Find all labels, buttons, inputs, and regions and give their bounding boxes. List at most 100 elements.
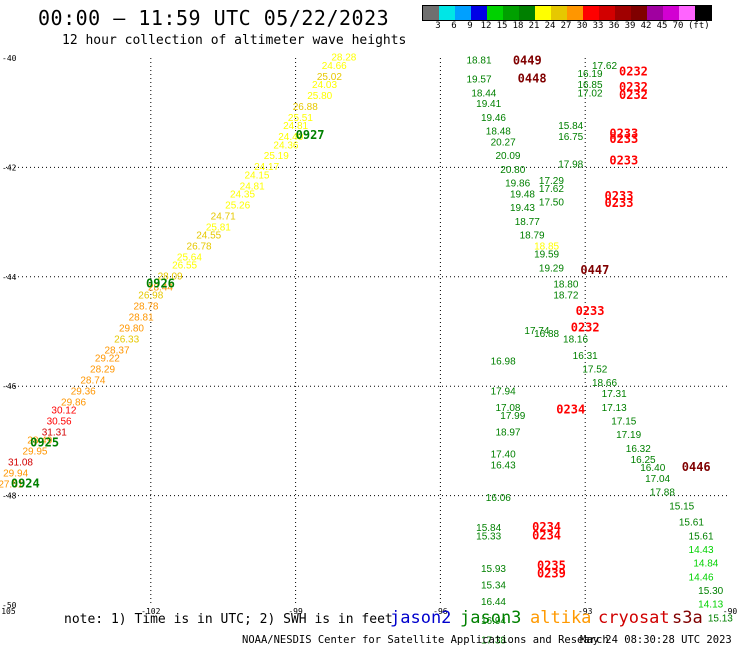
color-swatch bbox=[695, 6, 711, 20]
swh-point-label: 26.33 bbox=[114, 334, 139, 345]
swh-point-label: 16.85 bbox=[578, 80, 603, 91]
color-scale-bar bbox=[422, 5, 712, 21]
swh-point-label: 16.40 bbox=[640, 463, 665, 474]
swh-point-label: 28.28 bbox=[331, 53, 356, 64]
swh-point-label: 15.61 bbox=[679, 518, 704, 529]
swh-point-label: 17.29 bbox=[539, 176, 564, 187]
swh-point-label: 17.98 bbox=[558, 159, 583, 170]
swh-point-label: 16.98 bbox=[491, 356, 516, 367]
swh-point-label: 19.86 bbox=[505, 179, 530, 190]
swh-point-label: 15.13 bbox=[708, 613, 733, 624]
color-swatch bbox=[663, 6, 679, 20]
swh-point-label: 24.36 bbox=[273, 140, 298, 151]
swh-point-label: 19.29 bbox=[539, 263, 564, 274]
swh-point-label: 17.13 bbox=[602, 403, 627, 414]
swh-point-label: 15.84 bbox=[476, 523, 501, 534]
swh-point-label: 15.33 bbox=[476, 531, 501, 542]
time-label: 0234 bbox=[532, 528, 561, 542]
swh-point-label: 28.37 bbox=[104, 345, 129, 356]
swh-point-label: 27.51 bbox=[0, 479, 24, 490]
color-swatch bbox=[567, 6, 583, 20]
time-label: 0232 bbox=[619, 80, 648, 94]
scale-label: 3 bbox=[435, 21, 441, 31]
swh-point-label: 29.95 bbox=[22, 447, 47, 458]
swh-point-label: 25.51 bbox=[288, 113, 313, 124]
time-label: 0235 bbox=[537, 558, 566, 572]
mission-cryosat: cryosat bbox=[598, 608, 670, 628]
swh-point-label: 19.57 bbox=[466, 75, 491, 86]
swh-point-label: 25.02 bbox=[317, 72, 342, 83]
swh-point-label: 18.77 bbox=[515, 217, 540, 228]
time-label: 0446 bbox=[682, 460, 711, 474]
swh-point-label: 26.78 bbox=[187, 241, 212, 252]
swh-point-label: 29.36 bbox=[71, 386, 96, 397]
scale-label: 6 bbox=[451, 21, 457, 31]
x-tick-label: -99 bbox=[288, 607, 303, 616]
scale-label: 12 bbox=[480, 21, 492, 31]
time-label: 0233 bbox=[609, 132, 638, 146]
swh-point-label: 17.04 bbox=[645, 474, 670, 485]
color-swatch bbox=[487, 6, 503, 20]
color-swatch bbox=[519, 6, 535, 20]
swh-point-label: 17.94 bbox=[491, 386, 516, 397]
swh-point-label: 18.80 bbox=[553, 280, 578, 291]
scale-unit: (ft) bbox=[688, 21, 710, 31]
swh-point-label: 17.38 bbox=[481, 635, 506, 646]
swh-point-label: 19.43 bbox=[510, 203, 535, 214]
swh-point-label: 24.40 bbox=[278, 132, 303, 143]
swh-point-label: 31.08 bbox=[8, 458, 33, 469]
swh-point-label: 29.80 bbox=[119, 324, 144, 335]
swh-point-label: 26.98 bbox=[138, 291, 163, 302]
time-label: 0233 bbox=[605, 196, 634, 210]
scale-label: 36 bbox=[608, 21, 620, 31]
scale-label: 21 bbox=[528, 21, 540, 31]
swh-point-label: 18.79 bbox=[520, 231, 545, 242]
swh-point-label: 24.81 bbox=[240, 181, 265, 192]
swh-point-label: 25.81 bbox=[206, 222, 231, 233]
y-tick-label: -48 bbox=[2, 492, 17, 501]
time-label: 0232 bbox=[619, 88, 648, 102]
swh-point-label: 18.81 bbox=[466, 55, 491, 66]
scale-label: 24 bbox=[544, 21, 556, 31]
swh-point-label: 16.94 bbox=[481, 616, 506, 627]
time-label: 0239 bbox=[537, 567, 566, 581]
swh-point-label: 28.44 bbox=[148, 282, 173, 293]
swh-point-label: 15.61 bbox=[689, 531, 714, 542]
time-label: 0449 bbox=[513, 54, 542, 68]
swh-point-label: 15.30 bbox=[698, 586, 723, 597]
swh-point-label: 24.55 bbox=[196, 231, 221, 242]
swh-point-label: 15.84 bbox=[558, 121, 583, 132]
swh-point-label: 30.12 bbox=[51, 406, 76, 417]
swh-point-label: 28.09 bbox=[158, 272, 183, 283]
swh-point-label: 18.48 bbox=[486, 127, 511, 138]
scale-label: 42 bbox=[640, 21, 652, 31]
swh-point-label: 29.22 bbox=[95, 354, 120, 365]
color-swatch bbox=[631, 6, 647, 20]
footer-note: note: 1) Time is in UTC; 2) SWH is in fe… bbox=[64, 612, 393, 627]
swh-point-label: 28.49 bbox=[27, 436, 52, 447]
time-label: 0926 bbox=[146, 277, 175, 291]
swh-point-label: 28.29 bbox=[90, 365, 115, 376]
time-label: 0234 bbox=[556, 403, 585, 417]
swh-point-label: 18.97 bbox=[495, 427, 520, 438]
scale-label: 33 bbox=[592, 21, 604, 31]
y-tick-label: -40 bbox=[2, 54, 17, 63]
color-swatch bbox=[423, 6, 439, 20]
swh-point-label: 20.80 bbox=[500, 165, 525, 176]
swh-point-label: 16.75 bbox=[558, 132, 583, 143]
swh-point-label: 16.25 bbox=[631, 455, 656, 466]
timestamp-text: May 24 08:30:28 UTC 2023 bbox=[580, 634, 732, 646]
swh-point-label: 17.40 bbox=[491, 449, 516, 460]
swh-point-label: 16.32 bbox=[626, 444, 651, 455]
mission-s3a: s3a bbox=[672, 608, 703, 628]
swh-point-label: 24.66 bbox=[322, 61, 347, 72]
time-label: 0233 bbox=[605, 189, 634, 203]
swh-point-label: 18.44 bbox=[471, 88, 496, 99]
swh-point-label: 17.74 bbox=[524, 326, 549, 337]
color-swatch bbox=[551, 6, 567, 20]
swh-point-label: 24.03 bbox=[312, 80, 337, 91]
swh-point-label: 17.99 bbox=[500, 411, 525, 422]
swh-point-label: 17.31 bbox=[602, 389, 627, 400]
swh-point-label: 18.66 bbox=[592, 378, 617, 389]
swh-point-label: 18.72 bbox=[553, 291, 578, 302]
